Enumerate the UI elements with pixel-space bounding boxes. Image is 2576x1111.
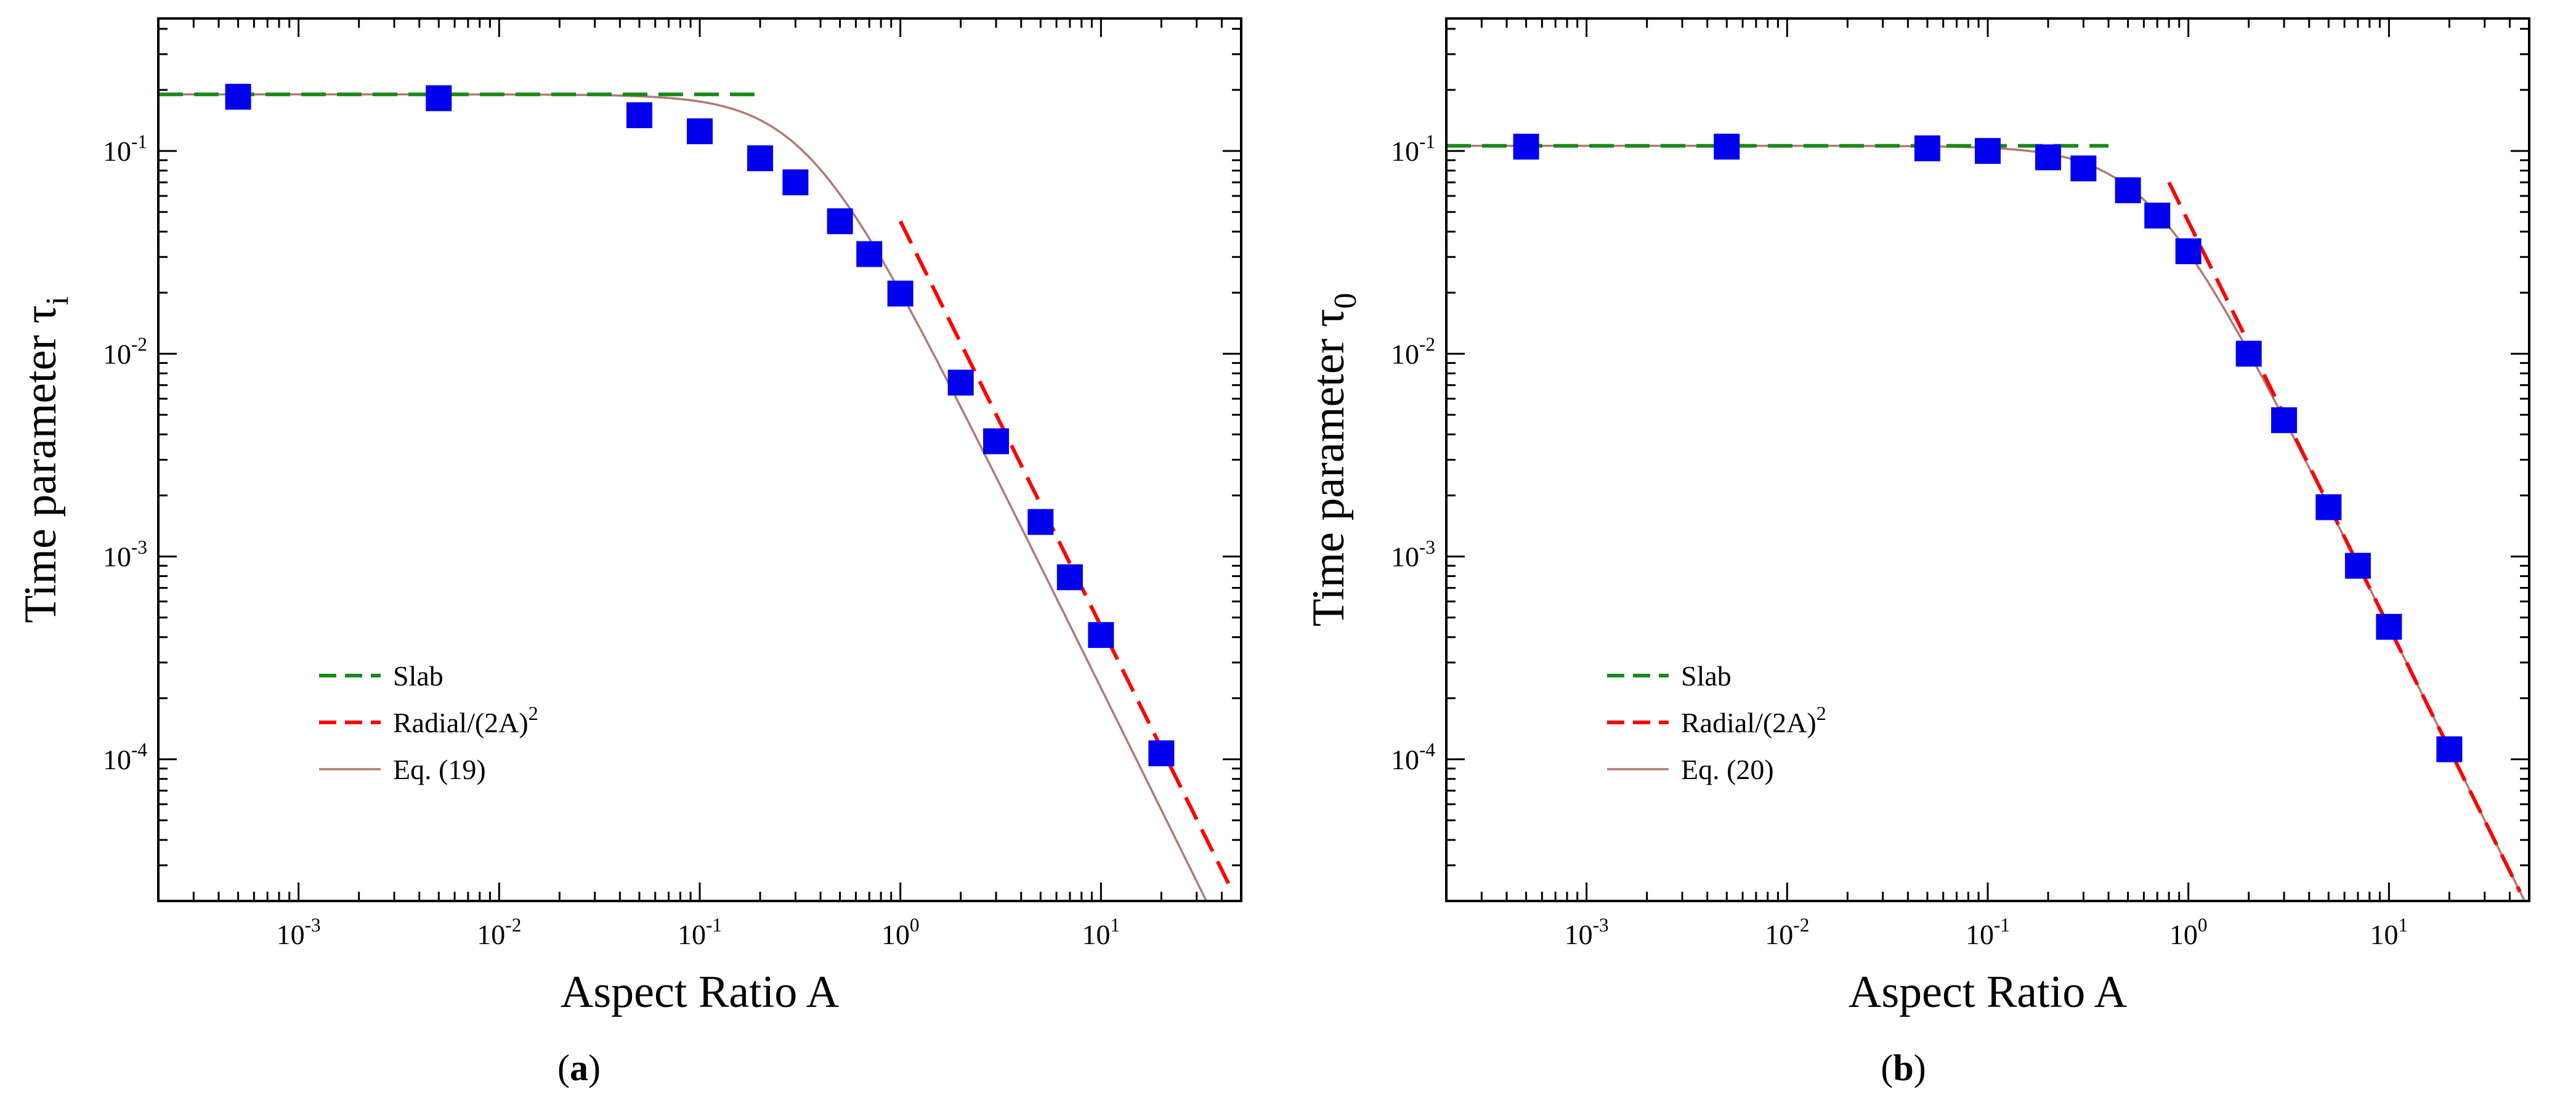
legend-label-2: Eq. (20) <box>1681 754 1774 785</box>
y-axis-label: Time parameter τi <box>15 296 75 623</box>
data-point <box>747 145 774 172</box>
data-point <box>1714 134 1740 160</box>
data-point <box>2115 177 2141 203</box>
data-point <box>1975 138 2001 164</box>
data-point <box>225 84 251 110</box>
series-radial-line <box>898 220 1234 892</box>
data-point <box>2070 155 2097 182</box>
caption-a-label: a <box>570 1048 588 1088</box>
x-tick-label-3: 100 <box>881 914 920 950</box>
caption-b-label: b <box>1893 1048 1914 1088</box>
panel-b: 10-3 10-2 10-1 100 101 10-4 10-3 10-2 10-1 Aspect… <box>1288 0 2576 1111</box>
data-point <box>2436 736 2463 762</box>
x-tick-label-3: 100 <box>2169 914 2208 950</box>
plot-area <box>1446 134 2526 901</box>
chart-a: 10-3 10-2 10-1 100 101 10-4 10-3 10-2 10-1 Aspect… <box>15 17 1242 1017</box>
y-tick-label-1: 10-3 <box>1391 536 1435 573</box>
series-eq-line <box>158 93 1208 901</box>
legend: Slab Radial/(2A)2 Eq. (19) <box>319 660 538 785</box>
data-point <box>1088 622 1114 648</box>
data-point <box>2175 238 2201 265</box>
x-tick-label-0: 10-3 <box>277 914 321 950</box>
y-tick-label-2: 10-2 <box>1391 334 1435 370</box>
data-point <box>1027 509 1054 535</box>
data-point <box>1056 564 1083 591</box>
x-tick-label-4: 101 <box>2370 914 2408 950</box>
data-point <box>856 241 883 267</box>
x-tick-label-1: 10-2 <box>1765 914 1809 950</box>
data-point <box>2344 552 2371 579</box>
data-point <box>2315 494 2342 520</box>
y-tick-label-1: 10-3 <box>103 536 147 573</box>
x-tick-label-0: 10-3 <box>1565 914 1609 950</box>
legend-label-1: Radial/(2A)2 <box>393 702 538 738</box>
y-tick-label-0: 10-4 <box>103 739 147 775</box>
y-tick-label-2: 10-2 <box>103 334 147 370</box>
legend-label-2: Eq. (19) <box>393 754 486 785</box>
data-point <box>687 118 713 145</box>
panel-a: 10-3 10-2 10-1 100 101 10-4 10-3 10-2 10-1 Aspect… <box>15 17 1242 1017</box>
x-axis-label: Aspect Ratio A <box>561 967 839 1017</box>
y-tick-label-0: 10-4 <box>1391 739 1435 775</box>
data-point <box>983 428 1010 454</box>
data-point <box>887 280 913 307</box>
y-axis-label: Time parameter τ0 <box>1303 293 1363 626</box>
series-eq-line <box>1446 144 2526 901</box>
data-point <box>947 370 974 396</box>
x-tick-label-1: 10-2 <box>477 914 521 950</box>
chart-b: 10-3 10-2 10-1 100 101 10-4 10-3 10-2 10-1 Aspect… <box>1303 17 2530 1017</box>
y-tick-label-3: 10-1 <box>103 131 147 167</box>
data-point <box>626 102 652 129</box>
x-tick-label-4: 101 <box>1082 914 1120 950</box>
x-tick-label-2: 10-1 <box>1966 914 2010 950</box>
plot-area <box>158 84 1234 901</box>
data-point <box>1148 740 1175 767</box>
x-tick-label-2: 10-1 <box>678 914 722 950</box>
data-point <box>827 208 853 235</box>
data-point <box>426 85 452 111</box>
data-point <box>2376 613 2402 640</box>
series-radial-line <box>2167 181 2522 893</box>
y-tick-label-3: 10-1 <box>1391 131 1435 167</box>
data-point <box>1513 134 1539 160</box>
data-point <box>2035 144 2062 171</box>
x-axis-label: Aspect Ratio A <box>1849 967 2127 1017</box>
legend-label-1: Radial/(2A)2 <box>1681 702 1826 738</box>
plot-frame <box>1445 17 2530 902</box>
legend: Slab Radial/(2A)2 Eq. (20) <box>1607 660 1826 785</box>
data-point <box>1914 135 1940 161</box>
data-point <box>2235 341 2262 367</box>
caption-b: (b) <box>1881 1048 1926 1088</box>
data-point <box>2271 407 2298 434</box>
data-point <box>782 169 809 196</box>
caption-a: (a) <box>557 1048 601 1088</box>
legend-label-0: Slab <box>393 660 444 692</box>
data-point <box>2144 203 2171 229</box>
legend-label-0: Slab <box>1681 660 1732 692</box>
axis-ticks <box>157 18 1242 902</box>
plot-frame <box>157 17 1242 902</box>
